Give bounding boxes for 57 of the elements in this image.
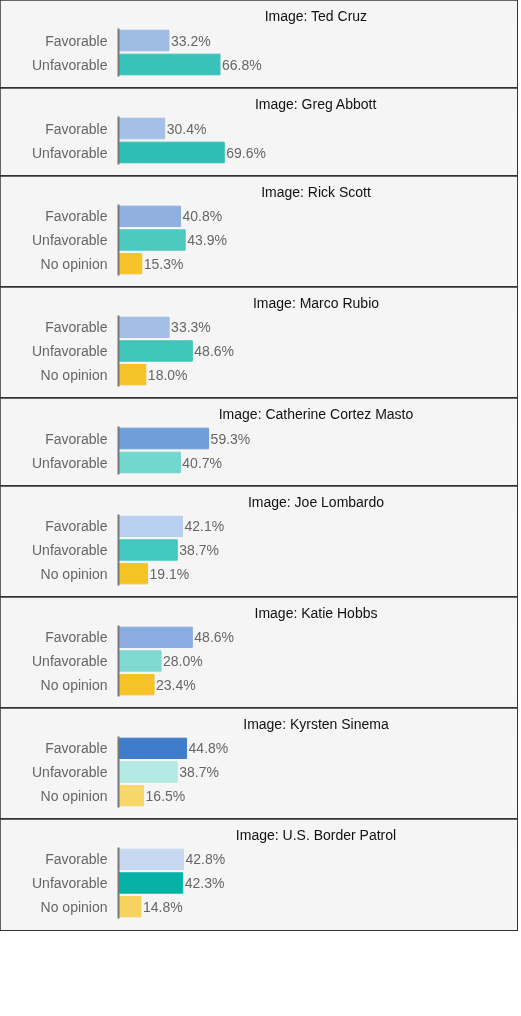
y-tick-label: No opinion <box>40 676 108 693</box>
data-label: 33.2% <box>170 32 211 49</box>
y-tick-label: Unfavorable <box>32 454 108 471</box>
chart-title: Image: Katie Hobbs <box>254 604 378 621</box>
data-label: 38.7% <box>179 542 219 558</box>
y-tick-label: Favorable <box>45 32 108 49</box>
data-label: 48.6% <box>194 629 235 646</box>
y-tick-label: Favorable <box>45 629 108 646</box>
y-tick-label: Unfavorable <box>32 764 108 780</box>
y-tick-label: No opinion <box>40 787 108 804</box>
y-tick-label: Favorable <box>45 208 108 225</box>
y-tick-label: Favorable <box>45 319 108 336</box>
data-label: 28.0% <box>163 653 203 669</box>
y-tick-label: Favorable <box>45 518 108 535</box>
chart-title: Image: Greg Abbott <box>254 95 377 112</box>
data-label: 43.9% <box>187 232 227 248</box>
data-label: 16.5% <box>145 787 186 804</box>
chart-title: Image: Kyrsten Sinema <box>243 715 389 732</box>
data-label: 40.7% <box>182 454 223 471</box>
data-label: 42.3% <box>184 875 225 891</box>
y-tick-label: Favorable <box>45 120 108 137</box>
y-tick-label: No opinion <box>40 255 108 272</box>
data-label: 30.4% <box>166 120 207 137</box>
y-tick-label: Unfavorable <box>32 875 108 891</box>
data-label: 66.8% <box>221 56 262 73</box>
y-tick-label: Favorable <box>45 430 108 447</box>
data-label: 44.8% <box>188 740 229 757</box>
chart-title: Image: Marco Rubio <box>252 294 380 311</box>
data-label: 33.3% <box>171 319 211 336</box>
data-label: 48.6% <box>194 343 235 359</box>
data-label: 42.8% <box>185 851 226 868</box>
y-tick-label: Unfavorable <box>32 542 108 558</box>
data-label: 19.1% <box>149 565 190 582</box>
y-tick-label: No opinion <box>40 898 108 915</box>
y-tick-label: Unfavorable <box>32 144 108 161</box>
y-tick-label: Favorable <box>45 851 108 868</box>
data-label: 69.6% <box>226 144 266 161</box>
data-label: 40.8% <box>182 208 223 225</box>
data-label: 18.0% <box>147 366 188 383</box>
data-label: 23.4% <box>156 676 196 693</box>
y-tick-label: Unfavorable <box>32 56 108 73</box>
data-label: 59.3% <box>210 430 251 447</box>
y-tick-label: No opinion <box>40 366 108 383</box>
y-tick-label: No opinion <box>40 565 108 582</box>
y-tick-label: Unfavorable <box>32 343 108 359</box>
chart-title: Image: Ted Cruz <box>264 7 368 24</box>
data-label: 14.8% <box>142 898 183 915</box>
data-label: 42.1% <box>184 518 225 535</box>
chart-title: Image: Catherine Cortez Masto <box>218 405 414 422</box>
data-label: 38.7% <box>179 764 219 780</box>
data-label: 15.3% <box>143 255 184 272</box>
y-tick-label: Favorable <box>45 740 108 757</box>
chart-title: Image: U.S. Border Patrol <box>235 826 397 843</box>
chart-title: Image: Rick Scott <box>261 183 371 200</box>
y-tick-label: Unfavorable <box>32 653 108 669</box>
y-tick-label: Unfavorable <box>32 232 108 248</box>
chart-title: Image: Joe Lombardo <box>247 493 385 510</box>
